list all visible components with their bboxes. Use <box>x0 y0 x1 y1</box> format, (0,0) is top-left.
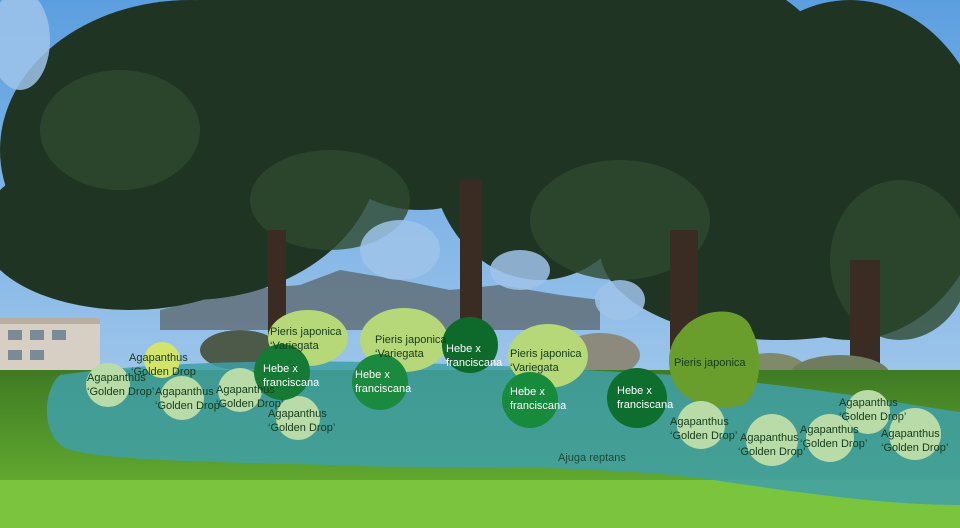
tree-trunks <box>268 180 880 370</box>
label-golden-drop: ‘Golden Drop’ <box>738 446 805 458</box>
building <box>0 318 100 373</box>
label-golden-drop: ‘Golden Drop’ <box>881 442 948 454</box>
label-agapanthus: Agapanthus <box>268 408 327 420</box>
label-golden-drop: ‘Golden Drop’ <box>216 398 283 410</box>
label-agapanthus: Agapanthus <box>740 432 799 444</box>
label-agapanthus: Agapanthus <box>670 416 729 428</box>
label-variegata: ‘Variegata <box>270 340 320 352</box>
label-franciscana: franciscana <box>617 399 674 411</box>
label-golden-drop: ‘Golden Drop’ <box>670 430 737 442</box>
label-franciscana: franciscana <box>355 383 412 395</box>
label-golden-drop: ‘Golden Drop <box>155 400 220 412</box>
label-hebe: Hebe x <box>355 369 390 381</box>
label-pieris-japonica: Pieris japonica <box>674 357 746 369</box>
label-agapanthus: Agapanthus <box>800 424 859 436</box>
label-variegata: ‘Variegata <box>375 348 425 360</box>
label-franciscana: franciscana <box>263 377 320 389</box>
label-agapanthus: Agapanthus <box>839 397 898 409</box>
agapanthus-plant-right <box>677 390 941 466</box>
label-hebe: Hebe x <box>510 386 545 398</box>
label-agapanthus: Agapanthus <box>216 384 275 396</box>
label-agapanthus: Agapanthus <box>155 386 214 398</box>
label-franciscana: franciscana <box>446 357 503 369</box>
label-ajuga-reptans: Ajuga reptans <box>558 452 626 464</box>
hebe-plant <box>254 317 667 428</box>
label-franciscana: franciscana <box>510 400 567 412</box>
label-pieris-japonica: Pieris japonica <box>375 334 447 346</box>
label-golden-drop: ‘Golden Drop <box>131 366 196 378</box>
label-agapanthus: Agapanthus <box>87 372 146 384</box>
tree-highlights <box>40 70 960 340</box>
label-golden-drop: ‘Golden Drop’ <box>87 386 154 398</box>
label-hebe: Hebe x <box>446 343 481 355</box>
label-golden-drop: ‘Golden Drop’ <box>839 411 906 423</box>
agapanthus-plant <box>86 342 320 440</box>
label-agapanthus: Agapanthus <box>129 352 188 364</box>
label-pieris-japonica: Pieris japonica <box>510 348 582 360</box>
label-hebe: Hebe x <box>263 363 298 375</box>
label-variegata: ‘Variegata <box>510 362 560 374</box>
label-golden-drop: ‘Golden Drop’ <box>800 438 867 450</box>
label-hebe: Hebe x <box>617 385 652 397</box>
label-agapanthus: Agapanthus <box>881 428 940 440</box>
label-golden-drop: ‘Golden Drop’ <box>268 422 335 434</box>
label-pieris-japonica: Pieris japonica <box>270 326 342 338</box>
sky-gaps <box>0 0 645 320</box>
pieris-japonica-plant <box>668 311 760 408</box>
